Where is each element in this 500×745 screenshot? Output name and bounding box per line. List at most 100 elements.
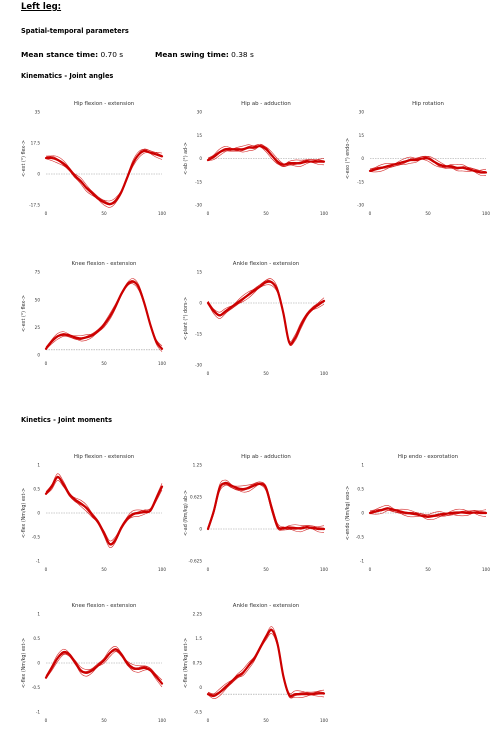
chart-title: Knee flexion - extension <box>72 261 137 267</box>
spatiotemporal-heading: Spatial-temporal parameters <box>21 27 129 35</box>
y-axis-label: <-ext (°) flex-> <box>21 140 27 177</box>
swing-time: Mean swing time: 0.38 s <box>155 50 254 59</box>
y-tick-label: -0.5 <box>32 685 41 690</box>
x-tick-label: 50 <box>425 567 431 572</box>
y-tick-label: 15 <box>359 133 365 138</box>
x-tick-label: 100 <box>158 211 166 216</box>
x-tick-label: 100 <box>158 567 166 572</box>
x-tick-label: 0 <box>369 567 372 572</box>
stance-time-label: Mean stance time: <box>21 50 99 59</box>
chart-hip-flexion-angle: Hip flexion - extension <-ext (°) flex-> 3… <box>21 101 166 216</box>
x-tick-label: 50 <box>263 567 269 572</box>
chart-ankle-flexion-moment: Ankle flexion - extension <-flex (Nm/kg) … <box>183 603 328 723</box>
mean-trace <box>368 157 488 174</box>
x-tick-label: 50 <box>101 567 107 572</box>
mean-trace <box>44 280 164 350</box>
trial-trace <box>45 283 163 349</box>
x-tick-label: 0 <box>45 718 48 723</box>
chart-title: Hip flexion - extension <box>74 454 134 460</box>
trial-trace <box>45 152 163 202</box>
y-tick-label: -1 <box>36 559 41 564</box>
trial-trace <box>45 282 163 349</box>
swing-time-value: 0.38 s <box>231 50 254 59</box>
chart-title: Knee flexion - extension <box>72 603 137 609</box>
y-tick-label: -0.5 <box>194 710 203 715</box>
x-tick-label: 0 <box>369 211 372 216</box>
y-tick-label: 25 <box>35 325 41 330</box>
y-tick-label: -15 <box>195 332 202 337</box>
x-tick-label: 0 <box>45 567 48 572</box>
y-tick-label: 0 <box>361 511 364 516</box>
stance-time: Mean stance time: 0.70 s <box>21 50 123 59</box>
x-tick-label: 50 <box>101 718 107 723</box>
y-tick-label: 1.25 <box>193 463 203 468</box>
y-axis-label: <-endo (Nm/kg) exo-> <box>345 486 351 541</box>
swing-time-label: Mean swing time: <box>155 50 229 59</box>
x-tick-label: 50 <box>263 211 269 216</box>
chart-title: Hip rotation <box>412 101 444 107</box>
x-tick-label: 100 <box>482 567 490 572</box>
y-tick-label: -0.625 <box>189 559 203 564</box>
chart-title: Ankle flexion - extension <box>233 603 299 609</box>
y-tick-label: 17.5 <box>31 141 41 146</box>
y-axis-label: <-ext (°) flex-> <box>21 295 27 332</box>
y-tick-label: -0.5 <box>356 535 365 540</box>
y-tick-label: 0.5 <box>33 487 40 492</box>
mean-trace <box>206 280 326 345</box>
stance-time-value: 0.70 s <box>100 50 124 59</box>
y-tick-label: 0.5 <box>357 487 364 492</box>
y-tick-label: 1.5 <box>195 636 202 641</box>
x-tick-label: 100 <box>158 361 166 366</box>
y-tick-label: 1 <box>37 463 40 468</box>
x-tick-label: 0 <box>45 361 48 366</box>
x-tick-label: 100 <box>158 718 166 723</box>
chart-ankle-flexion-angle: Ankle flexion - extension <-plant (°) dor… <box>183 261 328 376</box>
trial-trace <box>207 144 325 166</box>
y-axis-label: <-flex (Nm/kg) ext-> <box>21 638 27 688</box>
y-tick-label: 2.25 <box>193 612 203 617</box>
mean-trace <box>368 507 488 518</box>
kinematics-heading: Kinematics - Joint angles <box>21 72 114 80</box>
x-tick-label: 50 <box>101 361 107 366</box>
trial-trace <box>369 156 487 176</box>
x-tick-label: 0 <box>207 718 210 723</box>
chart-hip-rotation-moment: Hip endo - exorotation <-endo (Nm/kg) exo… <box>345 454 490 572</box>
trial-trace <box>45 281 163 349</box>
chart-title: Ankle flexion - extension <box>233 261 299 267</box>
mean-trace <box>206 481 326 531</box>
y-tick-label: 0 <box>199 527 202 532</box>
x-tick-label: 50 <box>101 211 107 216</box>
x-tick-label: 0 <box>207 567 210 572</box>
trial-trace <box>207 633 325 699</box>
chart-knee-flexion-angle: Knee flexion - extension <-ext (°) flex->… <box>21 261 166 366</box>
x-tick-label: 50 <box>263 718 269 723</box>
page-title: Left leg: <box>21 2 62 12</box>
chart-title: Hip ab - adduction <box>241 101 291 107</box>
y-tick-label: 0 <box>37 353 40 358</box>
y-axis-label: <-ab (°) ad-> <box>183 142 189 175</box>
mean-trace <box>44 648 164 685</box>
x-tick-label: 0 <box>207 211 210 216</box>
y-tick-label: 0.5 <box>33 636 40 641</box>
x-tick-label: 100 <box>320 211 328 216</box>
y-tick-label: 0 <box>361 156 364 161</box>
chart-hip-rotation-angle: Hip rotation <-exo (°) endo-> 30 15 0 -15 -30 0… <box>345 101 490 216</box>
y-axis-label: <-flex (Nm/kg) ext-> <box>21 488 27 538</box>
y-tick-label: 0.75 <box>193 661 203 666</box>
mean-trace <box>206 144 326 166</box>
x-tick-label: 50 <box>263 371 269 376</box>
y-tick-label: -1 <box>360 559 365 564</box>
mean-trace <box>206 628 326 698</box>
y-tick-label: 15 <box>197 270 203 275</box>
y-tick-label: -30 <box>195 363 202 368</box>
trial-trace <box>45 149 163 206</box>
y-tick-label: 1 <box>361 463 364 468</box>
y-axis-label: <-exo (°) endo-> <box>345 138 351 179</box>
mean-trace <box>44 475 164 546</box>
y-tick-label: -0.5 <box>32 535 41 540</box>
y-tick-label: 15 <box>197 133 203 138</box>
y-tick-label: 50 <box>35 297 41 302</box>
y-axis-label: <-flex (Nm/kg) ext-> <box>183 638 189 688</box>
trial-trace <box>369 508 487 521</box>
y-tick-label: -30 <box>195 203 202 208</box>
